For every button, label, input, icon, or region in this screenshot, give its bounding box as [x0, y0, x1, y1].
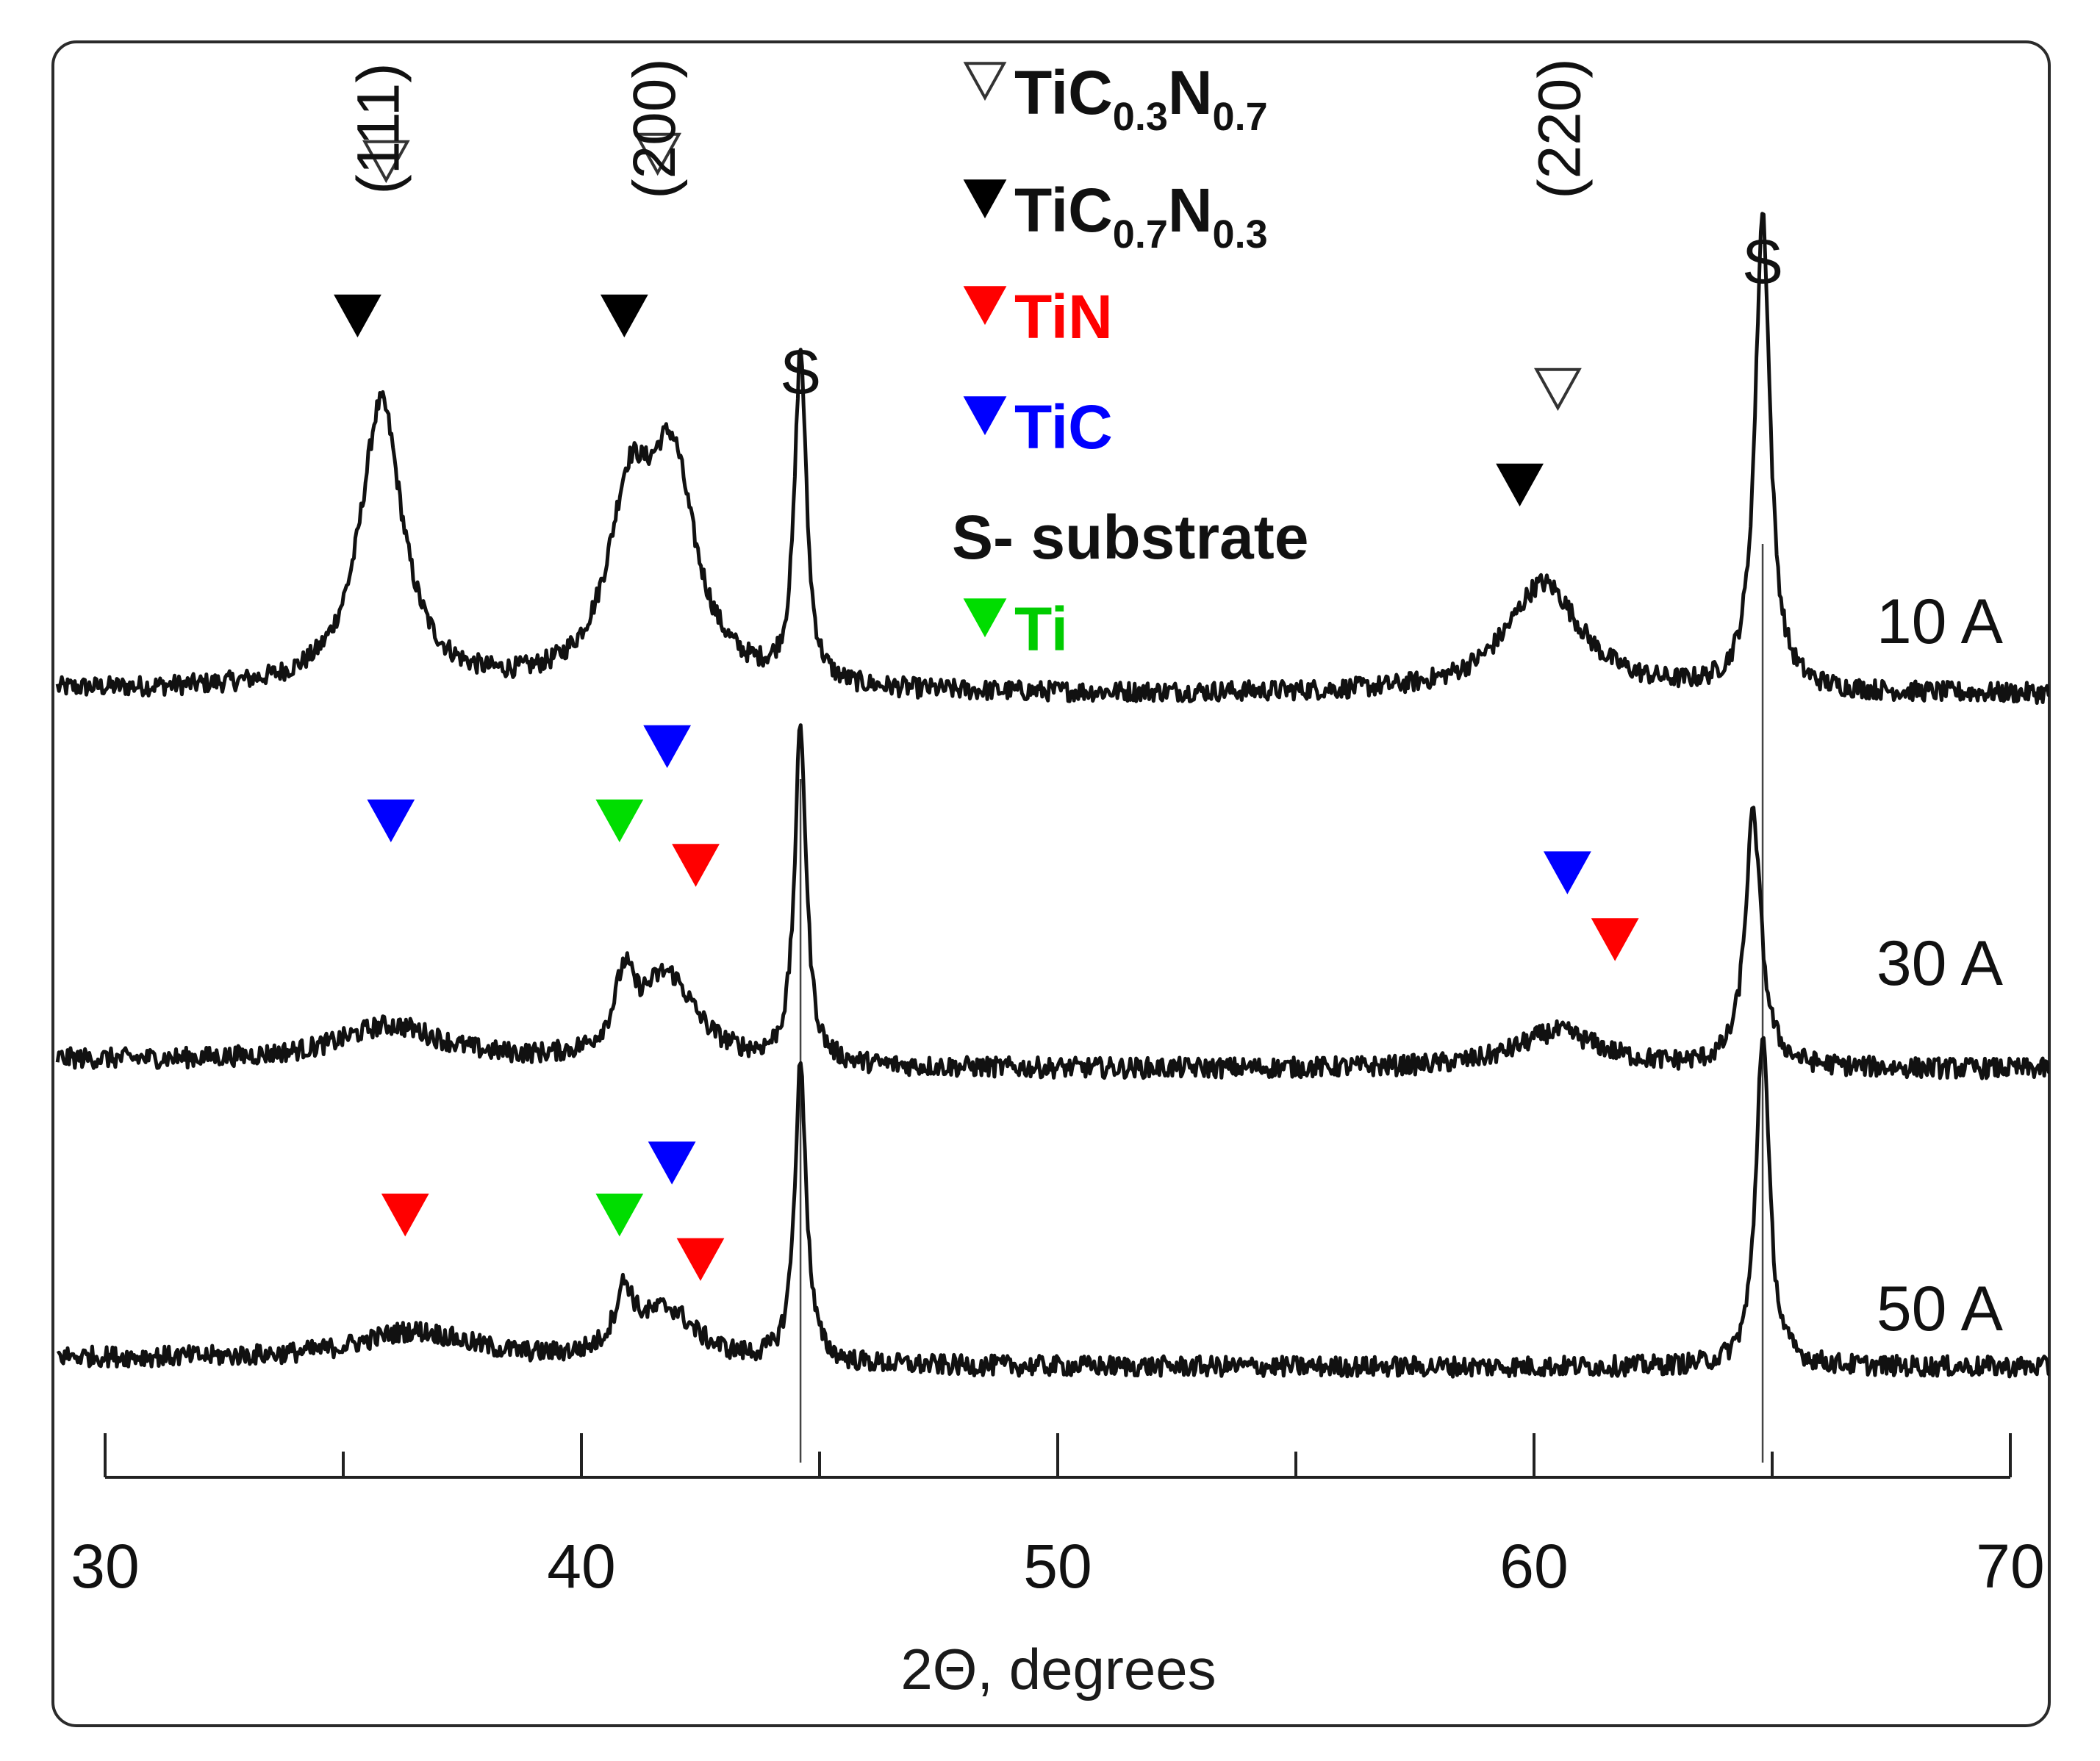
series-trace-10a — [55, 212, 2049, 705]
series-label: 30 A — [1877, 928, 2004, 999]
phase-marker-tic07n03 — [334, 294, 381, 338]
phase-marker-tic03n07 — [634, 132, 682, 176]
phase-marker-ti — [595, 799, 644, 843]
x-tick-label: 30 — [71, 1532, 139, 1601]
legend-label-tin: TiN — [1014, 282, 1113, 351]
phase-marker-tic — [648, 1141, 696, 1185]
hkl-label: (200) — [621, 58, 688, 198]
x-tick-label: 70 — [1976, 1532, 2044, 1601]
series-trace-30a — [55, 723, 2049, 1080]
x-axis: 10 A 30 A 50 A 30 40 50 60 70 — [71, 587, 2044, 1601]
phase-marker-ti — [595, 1194, 644, 1237]
phase-marker-tic — [643, 725, 692, 769]
series-label: 10 A — [1877, 587, 2004, 657]
legend-label-tic03n07: TiC0.3N0.7 — [1014, 58, 1268, 139]
legend-label-tic07n03: TiC0.7N0.3 — [1014, 176, 1268, 257]
series-label: 50 A — [1877, 1274, 2004, 1344]
legend-marker-tic03n07 — [963, 62, 1007, 101]
legend-label-ti: Ti — [1014, 595, 1068, 664]
legend-marker-tin — [963, 286, 1007, 326]
phase-marker-tic03n07 — [1534, 367, 1582, 412]
legend-marker-ti — [963, 598, 1007, 638]
phase-marker-tin — [676, 1238, 725, 1281]
legend-marker-tic — [963, 396, 1007, 436]
legend-marker-tic07n03 — [963, 179, 1007, 219]
x-tick-label: 40 — [547, 1532, 615, 1601]
legend-label-tic: TiC — [1014, 392, 1113, 462]
x-tick-label: 50 — [1023, 1532, 1092, 1601]
substrate-peak-label: S — [1742, 227, 1783, 296]
phase-marker-tin — [1591, 918, 1639, 961]
phase-marker-tic07n03 — [600, 294, 648, 338]
phase-marker-tic — [1543, 851, 1591, 894]
legend-label-substrate: S- substrate — [952, 503, 1308, 572]
hkl-label: (220) — [1526, 58, 1593, 198]
legend: TiC0.3N0.7 TiC0.7N0.3 TiN TiC S- substrate Ti — [952, 58, 1308, 664]
figure-frame — [51, 40, 2051, 1727]
hkl-label: (111) — [345, 62, 412, 194]
series-trace-50a — [56, 1036, 2049, 1379]
hkl-labels: (111) (200) (220) — [345, 58, 1593, 198]
substrate-peak-label: S — [780, 337, 821, 406]
phase-marker-tic — [367, 799, 415, 843]
phase-marker-tin — [672, 844, 720, 887]
phase-marker-tic03n07 — [362, 140, 410, 184]
phase-marker-tin — [381, 1194, 429, 1237]
x-tick-label: 60 — [1499, 1532, 1568, 1601]
marker-layer: SS — [334, 132, 1783, 1281]
x-axis-title: 2Θ, degrees — [900, 1637, 1216, 1701]
phase-marker-tic07n03 — [1496, 463, 1544, 507]
substrate-lines — [799, 544, 1764, 1463]
series-layer — [55, 212, 2049, 1379]
